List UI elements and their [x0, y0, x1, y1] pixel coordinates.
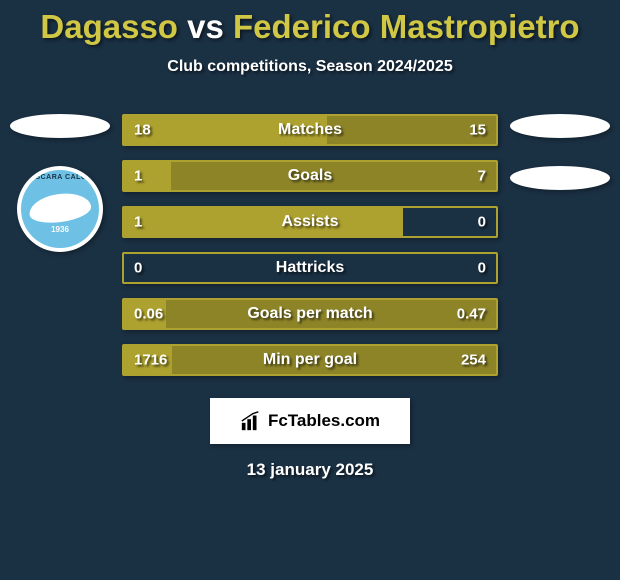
stat-bar: Goals 1 7 [122, 160, 498, 192]
stat-bar: Goals per match 0.06 0.47 [122, 298, 498, 330]
stat-label: Hattricks [276, 259, 344, 277]
stat-bar: Assists 1 0 [122, 206, 498, 238]
subtitle: Club competitions, Season 2024/2025 [0, 58, 620, 76]
player2-name: Federico Mastropietro [233, 8, 580, 45]
stat-value-right: 254 [461, 352, 486, 369]
club-badge-year: 1936 [21, 225, 99, 234]
stat-bar: Hattricks 0 0 [122, 252, 498, 284]
right-side-column [508, 114, 612, 218]
content-row: PESCARA CALCIO 1936 Matches 18 15 Goals 1 7 As… [0, 114, 620, 390]
stat-value-left: 1716 [134, 352, 167, 369]
stat-fill-left [124, 208, 403, 236]
stat-bar: Matches 18 15 [122, 114, 498, 146]
stat-label: Goals [288, 167, 332, 185]
club-badge-inner: PESCARA CALCIO 1936 [21, 170, 99, 248]
stat-value-right: 7 [478, 168, 486, 185]
stat-value-left: 1 [134, 168, 142, 185]
stat-value-left: 0 [134, 260, 142, 277]
stat-value-right: 0.47 [457, 306, 486, 323]
stat-label: Assists [282, 213, 339, 231]
stat-fill-right [171, 162, 497, 190]
stat-bar: Min per goal 1716 254 [122, 344, 498, 376]
club-badge-text: PESCARA CALCIO [21, 174, 99, 181]
player1-name: Dagasso [40, 8, 178, 45]
stat-value-right: 15 [469, 122, 486, 139]
stat-value-left: 1 [134, 214, 142, 231]
vs-separator: vs [178, 8, 233, 45]
date-text: 13 january 2025 [0, 460, 620, 480]
stat-value-right: 0 [478, 214, 486, 231]
branding-text: FcTables.com [268, 411, 380, 431]
comparison-infographic: Dagasso vs Federico Mastropietro Club co… [0, 0, 620, 480]
club-badge: PESCARA CALCIO 1936 [17, 166, 103, 252]
stats-bars-column: Matches 18 15 Goals 1 7 Assists 1 0 Hattricks 0 0 Go… [112, 114, 508, 390]
stat-value-right: 0 [478, 260, 486, 277]
stat-label: Goals per match [247, 305, 372, 323]
player2-placeholder-ellipse-1 [510, 114, 610, 138]
stat-label: Min per goal [263, 351, 357, 369]
dolphin-icon [27, 190, 92, 226]
left-side-column: PESCARA CALCIO 1936 [8, 114, 112, 252]
page-title: Dagasso vs Federico Mastropietro [0, 8, 620, 46]
stat-fill-left [124, 162, 171, 190]
stat-label: Matches [278, 121, 342, 139]
player1-placeholder-ellipse [10, 114, 110, 138]
bar-chart-icon [240, 410, 262, 432]
stat-value-left: 0.06 [134, 306, 163, 323]
player2-placeholder-ellipse-2 [510, 166, 610, 190]
stat-value-left: 18 [134, 122, 151, 139]
branding-box: FcTables.com [210, 398, 410, 444]
